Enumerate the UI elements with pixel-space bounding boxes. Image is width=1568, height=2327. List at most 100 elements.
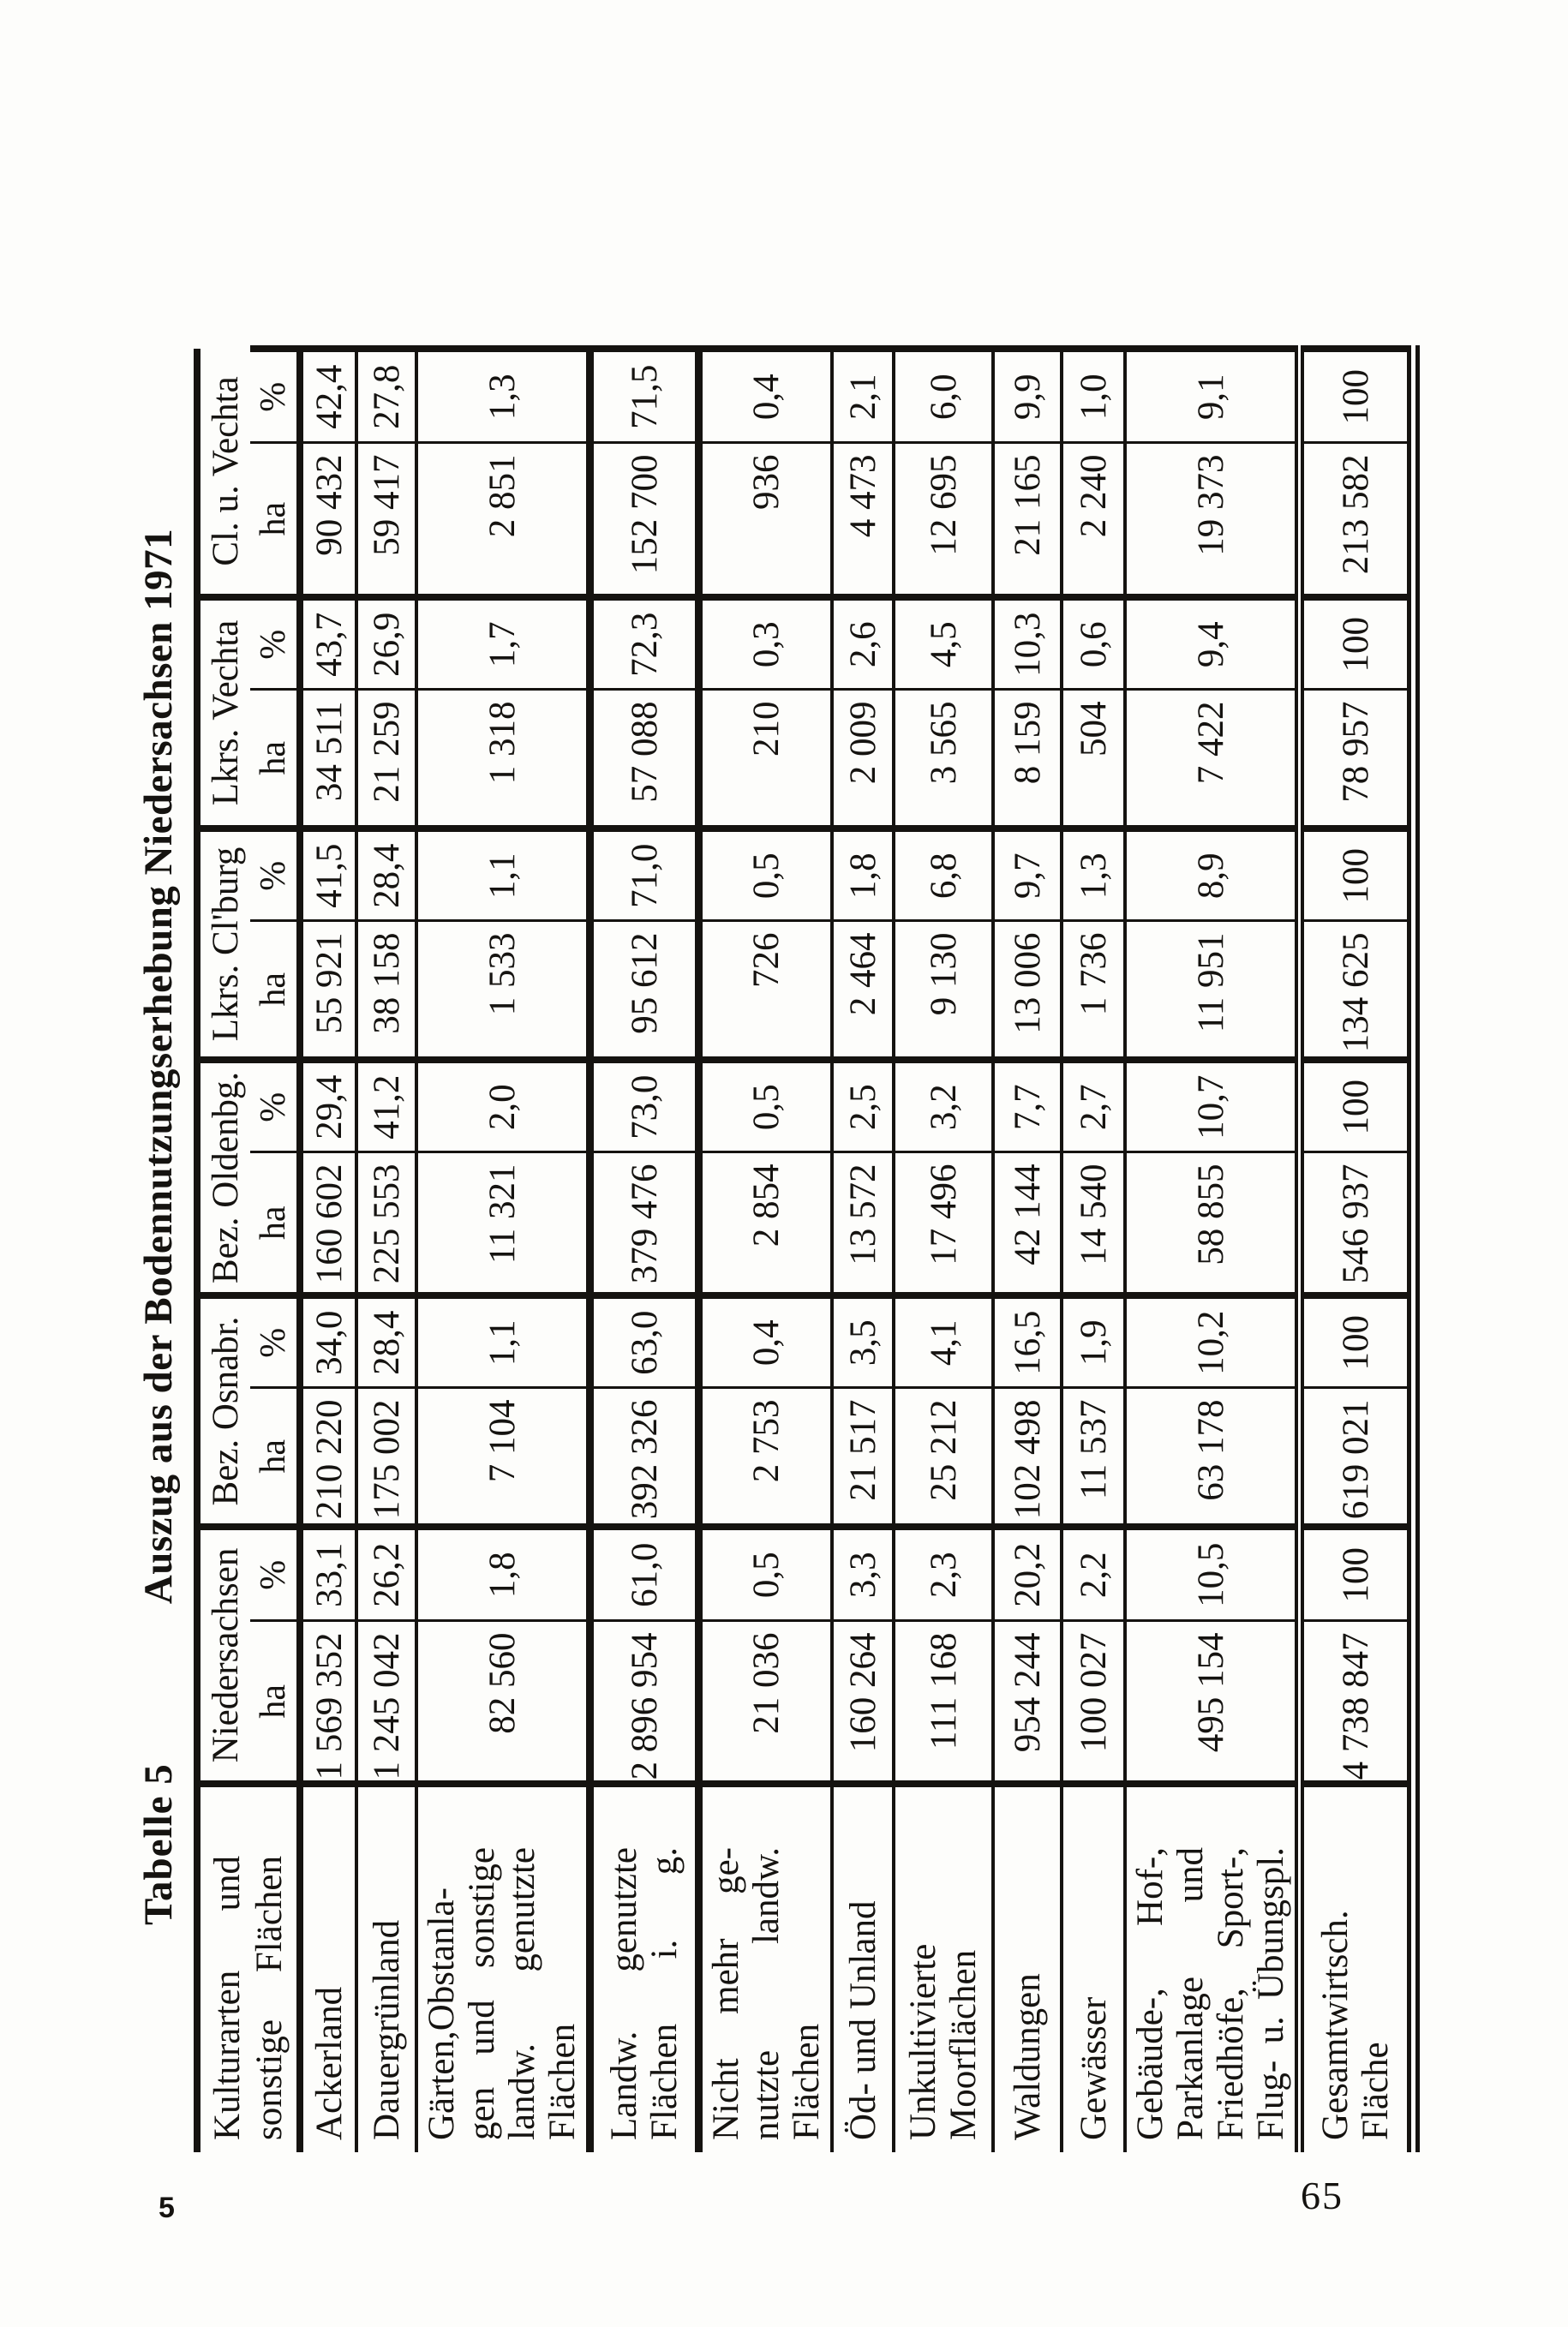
landuse-table: Kulturarten und sonstige Flächen Niedersac… <box>194 345 1420 2152</box>
value-ha: 63 178 <box>1125 1388 1300 1527</box>
value-pct: 61,0 <box>589 1527 699 1621</box>
table-row: Gärten,Obstanla-gen und sonstige landw. g… <box>416 348 590 2152</box>
value-pct: 100 <box>1299 828 1414 921</box>
value-pct: 100 <box>1299 1295 1414 1388</box>
value-pct: 3,5 <box>832 1295 894 1388</box>
value-pct: 9,7 <box>993 828 1062 921</box>
value-ha: 210 <box>698 689 832 829</box>
unit-header-pct: % <box>250 348 300 443</box>
value-ha: 2 753 <box>698 1388 832 1527</box>
value-pct: 4,5 <box>894 596 993 690</box>
row-label-line: Moorflächen <box>943 1949 984 2140</box>
value-pct: 26,2 <box>356 1527 416 1621</box>
value-ha: 21 259 <box>356 689 416 829</box>
value-pct: 29,4 <box>300 1059 356 1152</box>
value-ha: 13 572 <box>832 1152 894 1295</box>
value-pct: 16,5 <box>993 1295 1062 1388</box>
value-pct: 73,0 <box>589 1059 699 1152</box>
value-pct: 2,3 <box>894 1527 993 1621</box>
value-ha: 17 496 <box>894 1152 993 1295</box>
table-row: Gesamtwirtsch. Fläche 4 738 847 100 619 021 1… <box>1299 348 1414 2152</box>
column-group-header: Lkrs. Cl'burg <box>197 828 250 1060</box>
value-ha: 1 533 <box>416 920 590 1060</box>
row-label-line: Ackerland <box>308 1986 350 2140</box>
value-pct: 10,7 <box>1125 1059 1300 1152</box>
value-ha: 82 560 <box>416 1621 590 1784</box>
value-pct: 9,1 <box>1125 348 1300 443</box>
value-pct: 10,3 <box>993 596 1062 690</box>
unit-header-ha: ha <box>250 1388 300 1527</box>
value-ha: 57 088 <box>589 689 699 829</box>
value-ha: 4 473 <box>832 442 894 597</box>
value-pct: 1,7 <box>416 596 590 690</box>
value-ha: 134 625 <box>1299 920 1414 1060</box>
unit-header-pct: % <box>250 1059 300 1152</box>
unit-header-ha: ha <box>250 442 300 597</box>
value-ha: 102 498 <box>993 1388 1062 1527</box>
value-ha: 2 009 <box>832 689 894 829</box>
value-pct: 1,0 <box>1062 348 1125 443</box>
table-number-label: Tabelle 5 <box>136 1763 181 1925</box>
page-number: 65 <box>1301 2174 1344 2217</box>
value-pct: 4,1 <box>894 1295 993 1388</box>
header-row-groups: Kulturarten und sonstige Flächen Niedersac… <box>197 348 300 2152</box>
unit-header-ha: ha <box>250 1152 300 1295</box>
value-ha: 495 154 <box>1125 1621 1300 1784</box>
value-ha: 59 417 <box>356 442 416 597</box>
row-label-line: Flächen i. g. <box>644 1847 685 2140</box>
value-pct: 43,7 <box>300 596 356 690</box>
value-ha: 152 700 <box>589 442 699 597</box>
value-pct: 6,8 <box>894 828 993 921</box>
value-pct: 3,3 <box>832 1527 894 1621</box>
table-row: Nicht mehr ge-nutzte landw. Flächen 21 036… <box>698 348 832 2152</box>
value-pct: 28,4 <box>356 828 416 921</box>
row-label-line: nutzte landw. <box>746 1847 787 2140</box>
value-pct: 1,1 <box>416 1295 590 1388</box>
value-ha: 619 021 <box>1299 1388 1414 1527</box>
unit-header-ha: ha <box>250 920 300 1060</box>
value-ha: 34 511 <box>300 689 356 829</box>
value-ha: 55 921 <box>300 920 356 1060</box>
value-ha: 160 264 <box>832 1621 894 1784</box>
row-label: Öd- und Unland <box>832 1784 894 2152</box>
value-pct: 10,5 <box>1125 1527 1300 1621</box>
value-ha: 2 240 <box>1062 442 1125 597</box>
value-pct: 34,0 <box>300 1295 356 1388</box>
row-label-line: Unkultivierte <box>903 1943 943 2140</box>
value-ha: 9 130 <box>894 920 993 1060</box>
value-pct: 1,9 <box>1062 1295 1125 1388</box>
row-label: Gebäude-, Hof-, Parkanlage und Friedhöfe, … <box>1125 1784 1300 2152</box>
value-pct: 8,9 <box>1125 828 1300 921</box>
value-ha: 726 <box>698 920 832 1060</box>
table-row: Dauergrünland 1 245 042 26,2 175 002 28,4 225… <box>356 348 416 2152</box>
value-ha: 954 244 <box>993 1621 1062 1784</box>
row-label: Landw. genutzte Flächen i. g. <box>589 1784 699 2152</box>
value-ha: 4 738 847 <box>1299 1621 1414 1784</box>
value-ha: 936 <box>698 442 832 597</box>
unit-header-pct: % <box>250 1527 300 1621</box>
row-label-line: Gewässer <box>1073 1996 1114 2140</box>
value-pct: 7,7 <box>993 1059 1062 1152</box>
row-label-line: landw. genutzte <box>502 1847 542 2140</box>
value-pct: 26,9 <box>356 596 416 690</box>
unit-header-pct: % <box>250 596 300 690</box>
value-pct: 71,0 <box>589 828 699 921</box>
value-pct: 0,5 <box>698 1059 832 1152</box>
value-pct: 0,5 <box>698 828 832 921</box>
value-ha: 213 582 <box>1299 442 1414 597</box>
value-pct: 1,3 <box>1062 828 1125 921</box>
value-ha: 546 937 <box>1299 1152 1414 1295</box>
value-pct: 0,4 <box>698 1295 832 1388</box>
value-ha: 11 951 <box>1125 920 1300 1060</box>
value-pct: 27,8 <box>356 348 416 443</box>
value-ha: 2 896 954 <box>589 1621 699 1784</box>
value-pct: 1,8 <box>416 1527 590 1621</box>
value-pct: 1,3 <box>416 348 590 443</box>
row-label: Waldungen <box>993 1784 1062 2152</box>
title-row: Tabelle 5 Auszug aus der Bodennutzungser… <box>135 349 181 2152</box>
value-ha: 1 318 <box>416 689 590 829</box>
value-pct: 1,1 <box>416 828 590 921</box>
value-pct: 0,3 <box>698 596 832 690</box>
table-row: Gewässer 100 027 2,2 11 537 1,9 14 540 2,7 1 73… <box>1062 348 1125 2152</box>
row-label-line: Gesamtwirtsch. <box>1315 1910 1356 2140</box>
